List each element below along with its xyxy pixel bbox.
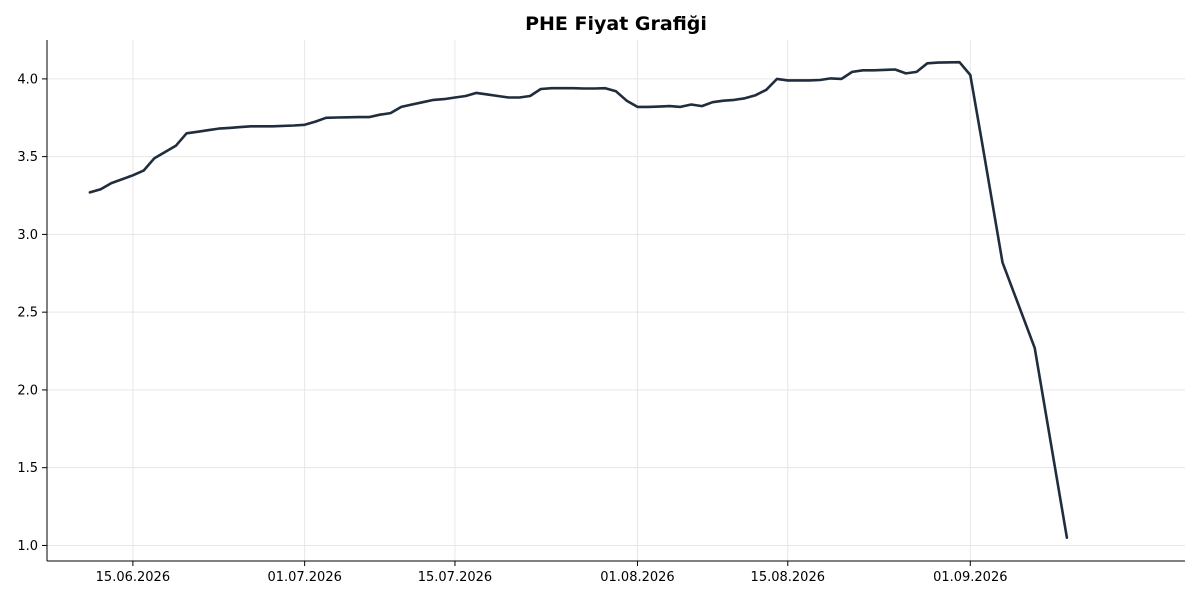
price-series-line [88,60,1069,539]
grid [47,40,1185,561]
y-tick-label: 3.5 [17,150,38,165]
y-tick-label: 1.0 [17,539,38,554]
x-tick-label: 01.07.2026 [267,570,341,585]
x-tick-label: 15.06.2026 [96,570,170,585]
y-tick-label: 2.0 [17,383,38,398]
x-tick-label: 01.08.2026 [600,570,674,585]
x-tick-label: 15.07.2026 [418,570,492,585]
y-tick-label: 2.5 [17,306,38,321]
ticks: 15.06.2026 01.07.2026 15.07.2026 01.08.2026… [17,72,1007,585]
y-tick-label: 3.0 [17,228,38,243]
axes [46,40,1185,562]
y-tick-label: 4.0 [17,72,38,87]
y-tick-label: 1.5 [17,461,38,476]
x-tick-label: 01.09.2026 [933,570,1007,585]
chart-title: PHE Fiyat Grafiği [525,13,707,35]
x-tick-label: 15.08.2026 [751,570,825,585]
series-layer [88,60,1069,539]
